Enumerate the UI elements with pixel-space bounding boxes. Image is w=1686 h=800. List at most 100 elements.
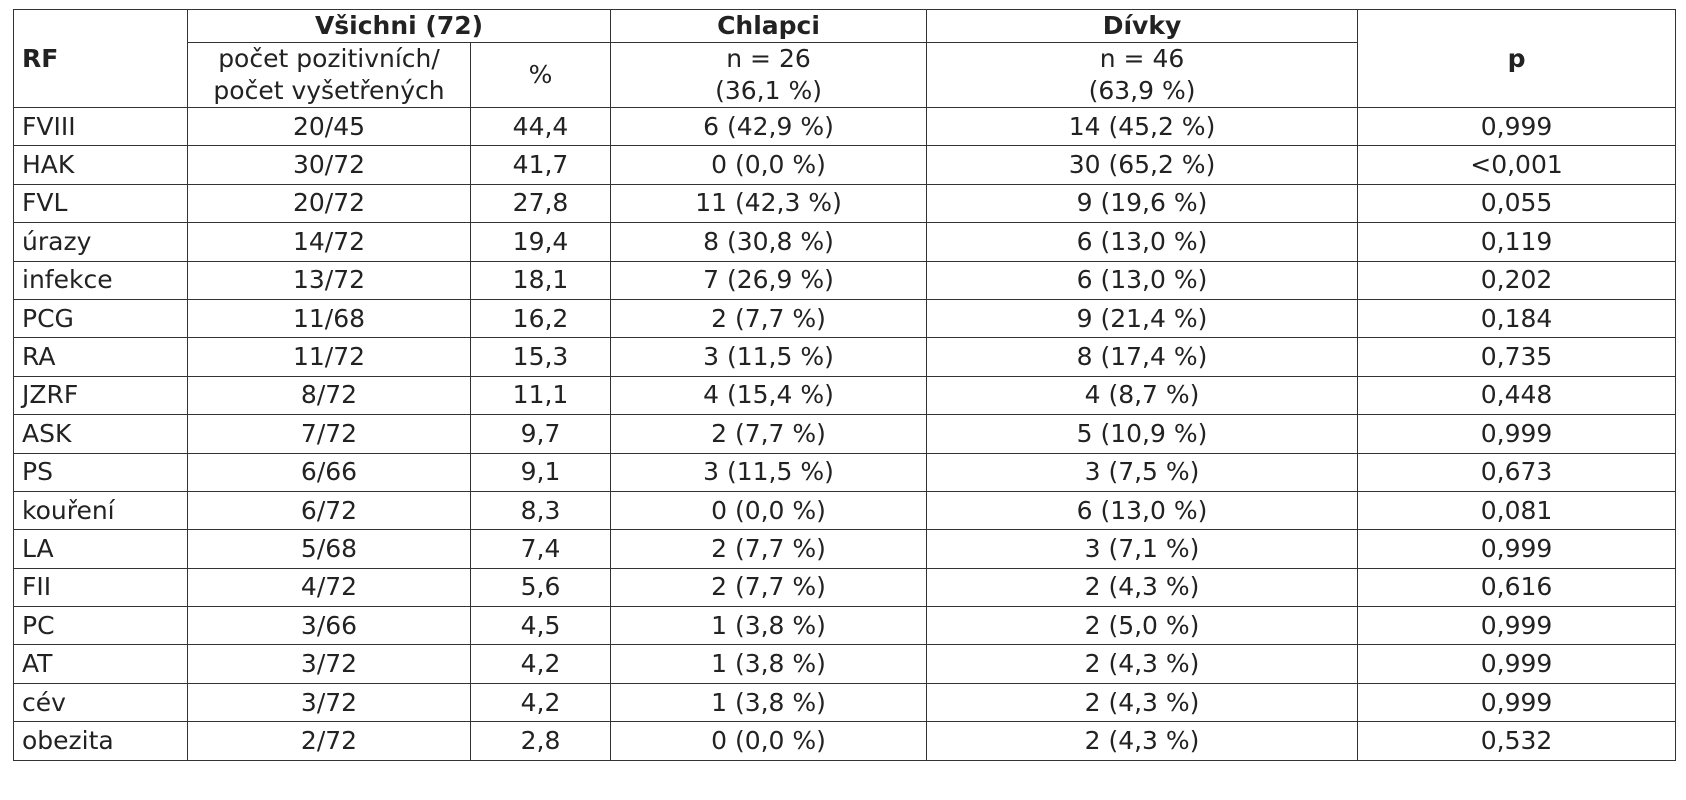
table-cell: 2 (5,0 %) bbox=[926, 606, 1359, 646]
table-cell: 0,184 bbox=[1357, 298, 1677, 339]
table-cell: 41,7 bbox=[469, 145, 612, 185]
table-cell: cév bbox=[13, 682, 188, 723]
table-cell: 2 (7,7 %) bbox=[610, 414, 928, 454]
table-cell: 8/72 bbox=[187, 375, 471, 416]
table-cell: 9,1 bbox=[469, 452, 612, 492]
table-cell: 2 (4,3 %) bbox=[926, 567, 1359, 608]
table-cell: 6 (13,0 %) bbox=[926, 490, 1359, 531]
table-cell: 30 (65,2 %) bbox=[926, 145, 1359, 185]
table-cell: 2 (7,7 %) bbox=[610, 567, 928, 608]
table-cell: 3 (11,5 %) bbox=[610, 337, 928, 377]
table-cell: 8 (17,4 %) bbox=[926, 337, 1359, 377]
table-row: LA 5/68 7,4 2 (7,7 %) 3 (7,1 %) 0,999 bbox=[13, 529, 1677, 569]
header-cell: Všichni (72) bbox=[186, 9, 612, 43]
table-cell: 0,999 bbox=[1357, 106, 1677, 147]
table-cell: 6 (42,9 %) bbox=[610, 106, 928, 147]
table-cell: 16,2 bbox=[469, 298, 612, 339]
table-cell: ASK bbox=[13, 414, 188, 454]
table-row: FVL 20/72 27,8 11 (42,3 %) 9 (19,6 %) 0,055 bbox=[13, 183, 1677, 224]
table-cell: 0,448 bbox=[1357, 375, 1677, 416]
table-cell: úrazy bbox=[13, 222, 188, 262]
table-header: RF Všichni (72) Chlapci Dívky p počet po… bbox=[13, 9, 1677, 108]
table-row: úrazy 14/72 19,4 8 (30,8 %) 6 (13,0 %) 0,119 bbox=[13, 222, 1677, 262]
table-cell: HAK bbox=[13, 145, 188, 185]
table-cell: 0 (0,0 %) bbox=[610, 145, 928, 185]
table-cell: 0,616 bbox=[1357, 567, 1677, 608]
header-cell: p bbox=[1357, 9, 1677, 108]
table-cell: 0,999 bbox=[1357, 529, 1677, 569]
header-line: počet vyšetřených bbox=[213, 76, 445, 105]
table-cell: <0,001 bbox=[1357, 145, 1677, 185]
table-cell: 2/72 bbox=[187, 721, 471, 761]
table-cell: 6 (13,0 %) bbox=[926, 260, 1359, 300]
table-cell: 4,2 bbox=[469, 644, 612, 684]
table-row: obezita 2/72 2,8 0 (0,0 %) 2 (4,3 %) 0,532 bbox=[13, 721, 1677, 761]
table-cell: 1 (3,8 %) bbox=[610, 644, 928, 684]
table-row: RA 11/72 15,3 3 (11,5 %) 8 (17,4 %) 0,735 bbox=[13, 337, 1677, 377]
table-cell: 0,999 bbox=[1357, 682, 1677, 723]
table-cell: 3 (11,5 %) bbox=[610, 452, 928, 492]
table-row: JZRF 8/72 11,1 4 (15,4 %) 4 (8,7 %) 0,448 bbox=[13, 375, 1677, 416]
table-cell: 0 (0,0 %) bbox=[610, 490, 928, 531]
table-cell: 11 (42,3 %) bbox=[610, 183, 928, 224]
table-cell: 3/66 bbox=[187, 606, 471, 646]
table-cell: 0,119 bbox=[1357, 222, 1677, 262]
header-cell: n = 46 (63,9 %) bbox=[926, 42, 1359, 108]
table-row: PS 6/66 9,1 3 (11,5 %) 3 (7,5 %) 0,673 bbox=[13, 452, 1677, 492]
table-row: PCG 11/68 16,2 2 (7,7 %) 9 (21,4 %) 0,184 bbox=[13, 298, 1677, 339]
table-cell: 4,2 bbox=[469, 682, 612, 723]
table-cell: 6 (13,0 %) bbox=[926, 222, 1359, 262]
table-body: FVIII 20/45 44,4 6 (42,9 %) 14 (45,2 %) 0,999… bbox=[13, 106, 1677, 761]
table-cell: PC bbox=[13, 606, 188, 646]
table-row: AT 3/72 4,2 1 (3,8 %) 2 (4,3 %) 0,999 bbox=[13, 644, 1677, 684]
table-cell: 2 (7,7 %) bbox=[610, 298, 928, 339]
table-cell: RA bbox=[13, 337, 188, 377]
table-cell: JZRF bbox=[13, 375, 188, 416]
table-row: infekce 13/72 18,1 7 (26,9 %) 6 (13,0 %) 0,20… bbox=[13, 260, 1677, 300]
table-cell: 2 (7,7 %) bbox=[610, 529, 928, 569]
header-cell: % bbox=[469, 42, 612, 108]
table-cell: 0,532 bbox=[1357, 721, 1677, 761]
table-cell: 44,4 bbox=[469, 106, 612, 147]
table-cell: 30/72 bbox=[187, 145, 471, 185]
table-row: FVIII 20/45 44,4 6 (42,9 %) 14 (45,2 %) 0,999 bbox=[13, 106, 1677, 147]
table-row: cév 3/72 4,2 1 (3,8 %) 2 (4,3 %) 0,999 bbox=[13, 682, 1677, 723]
table-cell: PS bbox=[13, 452, 188, 492]
table-cell: 0,081 bbox=[1357, 490, 1677, 531]
table-cell: 0,999 bbox=[1357, 414, 1677, 454]
table-cell: 3 (7,5 %) bbox=[926, 452, 1359, 492]
table-cell: 14/72 bbox=[187, 222, 471, 262]
table-cell: 9,7 bbox=[469, 414, 612, 454]
table-cell: 3/72 bbox=[187, 682, 471, 723]
header-line: n = 46 bbox=[1099, 44, 1185, 73]
table-cell: 5/68 bbox=[187, 529, 471, 569]
table-cell: 4 (15,4 %) bbox=[610, 375, 928, 416]
table-row: kouření 6/72 8,3 0 (0,0 %) 6 (13,0 %) 0,081 bbox=[13, 490, 1677, 531]
table-cell: 19,4 bbox=[469, 222, 612, 262]
table-cell: 9 (21,4 %) bbox=[926, 298, 1359, 339]
table-cell: LA bbox=[13, 529, 188, 569]
table-cell: 8,3 bbox=[469, 490, 612, 531]
table-row: FII 4/72 5,6 2 (7,7 %) 2 (4,3 %) 0,616 bbox=[13, 567, 1677, 608]
table-cell: 0 (0,0 %) bbox=[610, 721, 928, 761]
table-cell: 11/72 bbox=[187, 337, 471, 377]
table-cell: FII bbox=[13, 567, 188, 608]
table-cell: 0,055 bbox=[1357, 183, 1677, 224]
table-cell: FVIII bbox=[13, 106, 188, 147]
table-cell: 20/45 bbox=[187, 106, 471, 147]
table-cell: 13/72 bbox=[187, 260, 471, 300]
table-cell: 20/72 bbox=[187, 183, 471, 224]
table-cell: 6/66 bbox=[187, 452, 471, 492]
table-cell: 2 (4,3 %) bbox=[926, 721, 1359, 761]
table-cell: 2,8 bbox=[469, 721, 612, 761]
table-cell: 7,4 bbox=[469, 529, 612, 569]
table-cell: 0,673 bbox=[1357, 452, 1677, 492]
table-cell: obezita bbox=[13, 721, 188, 761]
table-cell: 11,1 bbox=[469, 375, 612, 416]
table-cell: FVL bbox=[13, 183, 188, 224]
table-cell: 15,3 bbox=[469, 337, 612, 377]
header-line: n = 26 bbox=[726, 44, 811, 73]
table-row: HAK 30/72 41,7 0 (0,0 %) 30 (65,2 %) <0,001 bbox=[13, 145, 1677, 185]
table-cell: 9 (19,6 %) bbox=[926, 183, 1359, 224]
